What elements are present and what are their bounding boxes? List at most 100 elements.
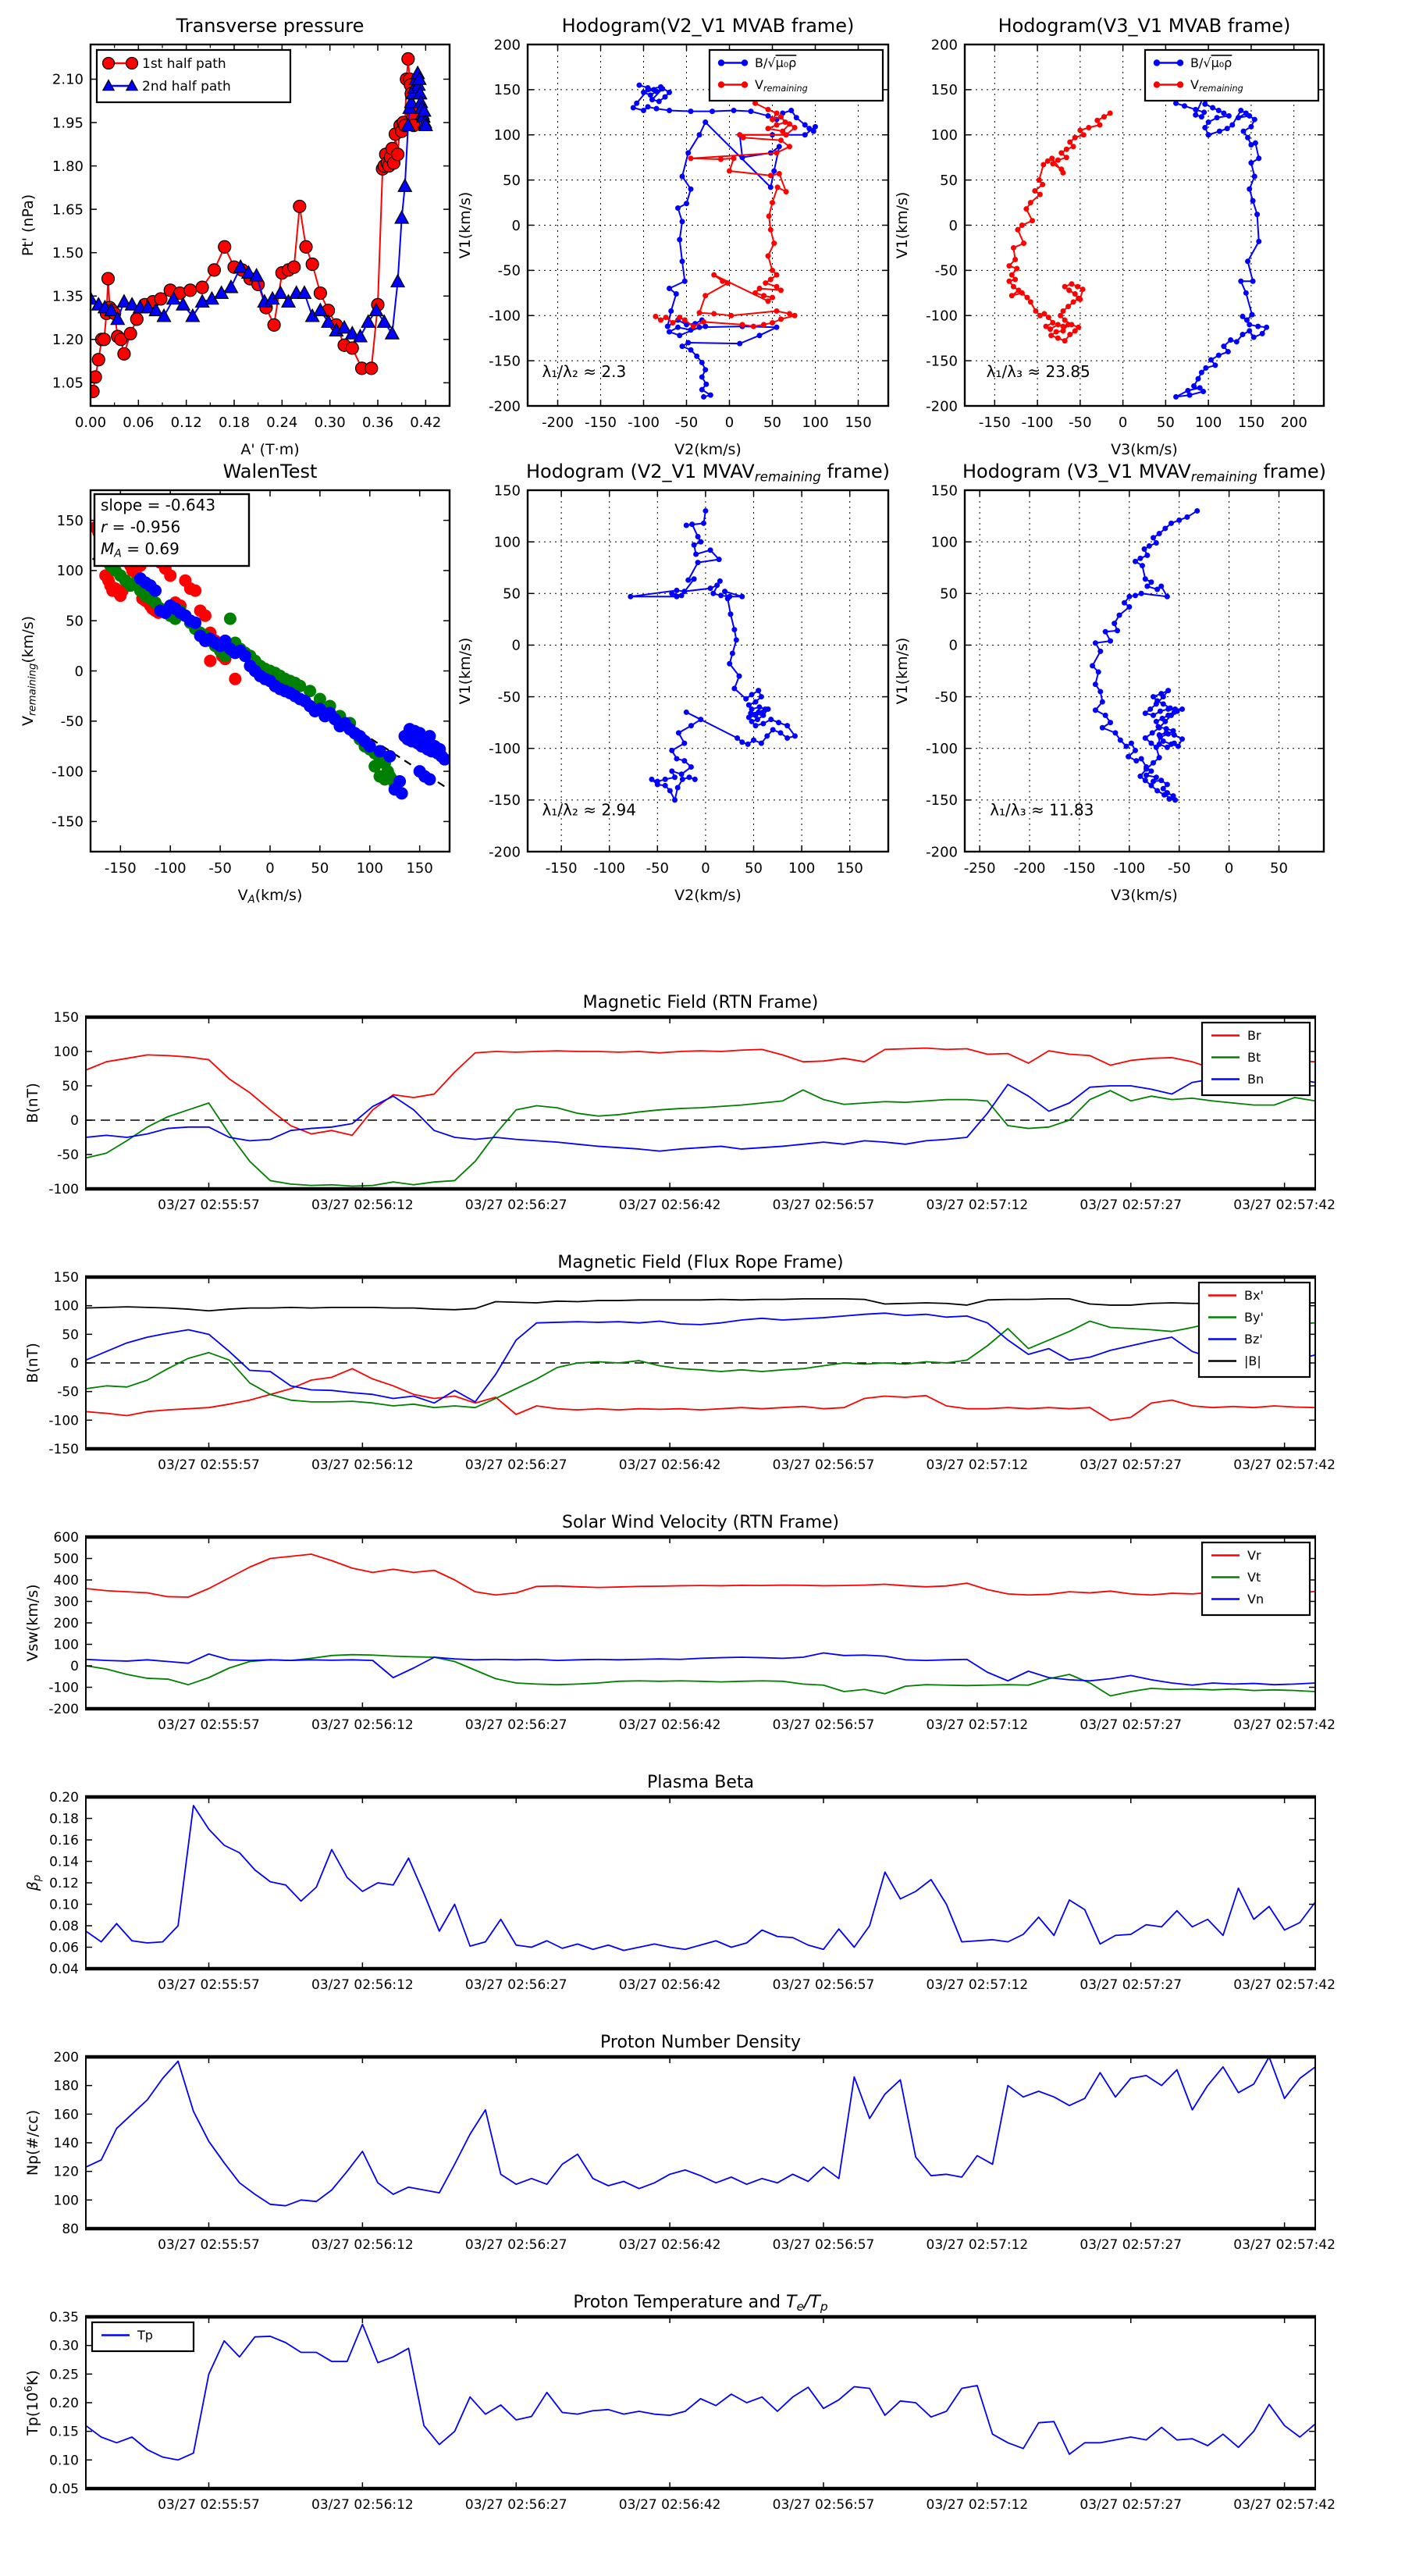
x-tick-label: 03/27 02:55:57	[158, 2237, 260, 2253]
panel-magnetic-field-flux-rope: 03/27 02:55:57 03/27 02:56:12 03/27 02:56:…	[24, 1253, 1336, 1473]
y-tick-label: -100	[489, 741, 521, 757]
y-axis-label: V1(km/s)	[894, 192, 911, 259]
x-tick-label: 150	[837, 860, 863, 877]
y-tick-label: 50	[62, 1079, 79, 1094]
y-tick-label: 0.35	[49, 2310, 79, 2325]
y-tick-label: 0.08	[49, 1919, 79, 1934]
x-tick-label: -150	[105, 860, 137, 877]
x-tick-label: -200	[542, 415, 574, 431]
legend-label: Tp	[137, 2328, 153, 2343]
y-tick-label: 0	[70, 1113, 79, 1129]
series-by-	[85, 1320, 1316, 1409]
y-tick-label: 0	[75, 664, 84, 680]
x-tick-label: 03/27 02:55:57	[158, 1197, 260, 1213]
x-tick-label: 0	[725, 415, 734, 431]
x-tick-label: 100	[788, 860, 815, 877]
y-tick-label: -200	[489, 844, 521, 860]
x-tick-label: 03/27 02:56:57	[773, 1197, 875, 1213]
legend: Bx' By' Bz' |B|	[1197, 1281, 1311, 1379]
x-tick-label: -200	[1014, 860, 1046, 877]
stats-line: slope = -0.643	[101, 496, 215, 514]
y-tick-label: 50	[503, 586, 521, 603]
y-axis-label: Pt' (nPa)	[20, 194, 37, 256]
x-tick-label: 03/27 02:56:27	[465, 1977, 567, 1993]
series-bx-	[85, 1368, 1316, 1421]
legend: 1st half path 2nd half path	[95, 48, 292, 104]
chart-title: Hodogram(V3_V1 MVAB frame)	[998, 15, 1291, 37]
x-tick-label: 03/27 02:56:27	[465, 1197, 567, 1213]
y-tick-label: 120	[54, 2165, 79, 2180]
y-tick-label: 2.10	[52, 72, 84, 88]
x-tick-label: 03/27 02:57:12	[927, 2497, 1029, 2513]
series-v-remaining	[1006, 110, 1113, 344]
y-tick-label: 150	[931, 482, 958, 499]
y-tick-label: 400	[54, 1573, 79, 1589]
y-tick-label: -200	[926, 844, 958, 860]
y-tick-label: 50	[940, 586, 958, 603]
x-tick-label: -150	[585, 415, 617, 431]
series-1st-half-path	[90, 52, 421, 399]
x-tick-label: 03/27 02:56:42	[619, 2237, 721, 2253]
panel-plasma-beta: 03/27 02:55:57 03/27 02:56:12 03/27 02:56:…	[24, 1773, 1336, 1993]
y-tick-label: -100	[48, 1680, 79, 1695]
x-tick-label: 03/27 02:55:57	[158, 2497, 260, 2513]
x-tick-label: -150	[1064, 860, 1096, 877]
y-tick-label: 0.10	[49, 1897, 79, 1912]
series-path	[628, 507, 798, 803]
y-tick-label: 100	[931, 534, 958, 550]
legend: Tp	[91, 2321, 195, 2353]
y-tick-label: 0.15	[49, 2425, 79, 2440]
y-tick-label: 500	[54, 1551, 79, 1567]
legend: B/√μ₀ρ Vremaining	[1144, 48, 1320, 102]
legend-label: B/√μ₀ρ	[1190, 55, 1232, 70]
x-tick-label: 03/27 02:57:27	[1080, 1717, 1182, 1733]
x-tick-label: 03/27 02:56:57	[773, 2497, 875, 2513]
series-beta-p	[85, 1805, 1316, 1952]
stats-box: slope = -0.643 r = -0.956 MA = 0.69	[93, 493, 251, 568]
panel-transverse-pressure: 0.00 0.06 0.12 0.18 0.24 0.30 0.36 0.42 1.05 1.20…	[20, 15, 451, 458]
x-tick-label: 03/27 02:57:27	[1080, 1977, 1182, 1993]
y-tick-label: 180	[54, 2079, 79, 2094]
x-tick-label: 0	[701, 860, 710, 877]
y-tick-label: 200	[931, 37, 958, 53]
y-tick-label: 100	[494, 534, 521, 550]
series-vn	[85, 1652, 1316, 1686]
x-tick-label: 03/27 02:56:27	[465, 2237, 567, 2253]
x-tick-label: 0	[265, 860, 274, 877]
x-tick-label: -150	[546, 860, 578, 877]
y-tick-label: 0.04	[49, 1962, 79, 1977]
x-tick-label: -50	[646, 860, 669, 877]
x-tick-label: 03/27 02:57:42	[1233, 1717, 1336, 1733]
panel-hodogram-v3v1-mvab: -150 -100 -50 0 50 100 150 200 -200 -150 -100 -50 0 5…	[894, 15, 1325, 458]
x-tick-label: 03/27 02:56:57	[773, 1977, 875, 1993]
y-tick-label: 100	[54, 1637, 79, 1653]
x-tick-label: 03/27 02:57:42	[1233, 1197, 1336, 1213]
legend-label: Vr	[1247, 1548, 1261, 1563]
y-tick-label: -100	[926, 308, 958, 325]
y-axis-label: βp	[24, 1875, 43, 1892]
x-tick-label: 0.30	[315, 415, 346, 431]
legend-label: Vn	[1247, 1592, 1264, 1606]
x-tick-label: -100	[1022, 415, 1054, 431]
x-tick-label: 03/27 02:57:42	[1233, 1977, 1336, 1993]
annotation: λ₁/λ₃ ≈ 11.83	[990, 801, 1094, 820]
x-tick-label: 03/27 02:56:12	[311, 1197, 414, 1213]
x-tick-label: 03/27 02:55:57	[158, 1977, 260, 1993]
annotation: λ₁/λ₂ ≈ 2.3	[542, 362, 626, 381]
legend-label: Bx'	[1244, 1288, 1264, 1303]
y-tick-label: 0	[70, 1356, 79, 1372]
x-tick-label: 03/27 02:56:57	[773, 1457, 875, 1473]
y-tick-label: -200	[48, 1702, 79, 1717]
annotation: λ₁/λ₂ ≈ 2.94	[542, 801, 635, 820]
y-tick-label: -50	[57, 1385, 79, 1400]
legend-label: Br	[1247, 1028, 1261, 1043]
x-tick-label: 03/27 02:56:57	[773, 2237, 875, 2253]
x-tick-label: 03/27 02:56:12	[311, 2497, 414, 2513]
x-tick-label: -100	[593, 860, 625, 877]
x-tick-label: -100	[1113, 860, 1145, 877]
legend-label: By'	[1244, 1310, 1264, 1325]
y-tick-label: -100	[48, 1413, 79, 1429]
panel-hodogram-v2v1-mvab: -200 -150 -100 -50 0 50 100 150 -200 -150 -100 -50 0…	[457, 15, 890, 458]
